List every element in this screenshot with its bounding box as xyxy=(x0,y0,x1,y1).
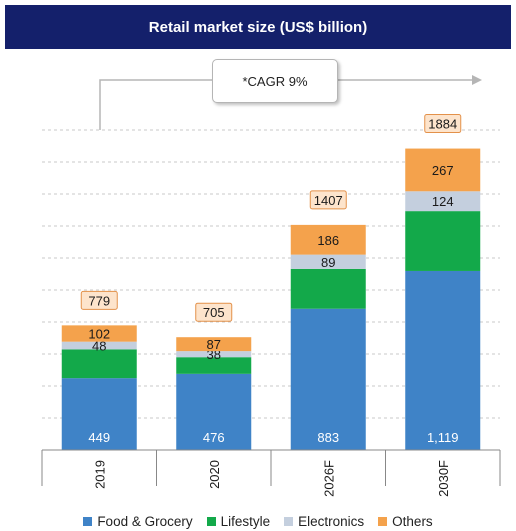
total-label-box xyxy=(424,114,462,134)
data-label: 89 xyxy=(321,255,335,270)
bar-segment xyxy=(61,341,137,350)
cagr-connector-left xyxy=(99,79,212,130)
bar-segment xyxy=(176,351,252,358)
bar-segment xyxy=(405,148,481,192)
data-label: 883 xyxy=(317,430,339,445)
bar-segment xyxy=(61,325,137,342)
total-label-box xyxy=(309,190,347,210)
bar-segment xyxy=(61,378,137,450)
x-tick-label: 2030F xyxy=(436,460,451,497)
total-label-box xyxy=(195,302,233,322)
data-label: 1,119 xyxy=(427,430,459,445)
data-label: 476 xyxy=(203,430,225,445)
legend-item: Others xyxy=(378,514,433,529)
data-label: 267 xyxy=(432,163,454,178)
bar-segment xyxy=(290,268,366,309)
legend-swatch xyxy=(284,516,294,526)
legend-label: Electronics xyxy=(298,513,365,529)
legend-item: Electronics xyxy=(284,514,364,529)
cagr-callout: *CAGR 9% xyxy=(212,59,338,103)
bar-segment xyxy=(176,373,252,450)
data-label: 124 xyxy=(432,194,454,209)
total-label: 779 xyxy=(88,293,110,308)
legend-swatch xyxy=(206,516,216,526)
data-label: 186 xyxy=(317,233,339,248)
bar-segment xyxy=(290,308,366,450)
bar-segment xyxy=(61,349,137,379)
bar-segment xyxy=(405,191,481,212)
total-label: 705 xyxy=(203,305,225,320)
chart-title-banner: Retail market size (US$ billion) xyxy=(5,5,511,49)
x-tick-label: 2026F xyxy=(321,460,336,497)
bar-segment xyxy=(176,357,252,374)
cagr-arrowhead-icon xyxy=(472,75,482,85)
data-label: 87 xyxy=(207,337,221,352)
legend-item: Lifestyle xyxy=(206,513,271,529)
total-label-box xyxy=(80,290,118,310)
legend-label: Food & Grocery xyxy=(97,513,193,529)
total-label: 1407 xyxy=(314,193,343,208)
legend-label: Others xyxy=(392,513,433,529)
cagr-label: *CAGR 9% xyxy=(242,73,308,89)
data-label: 102 xyxy=(88,327,110,342)
bar-segment xyxy=(176,337,252,352)
chart-title: Retail market size (US$ billion) xyxy=(148,18,368,36)
bar-segment xyxy=(290,254,366,269)
legend-swatch xyxy=(378,516,388,526)
bar-segment xyxy=(290,224,366,255)
x-tick-label: 2019 xyxy=(92,460,107,489)
legend-swatch xyxy=(83,516,93,526)
legend: Food & Grocery Lifestyle Electronics Others xyxy=(0,511,516,531)
bar-segment xyxy=(405,270,481,450)
bar-segment xyxy=(405,211,481,271)
legend-label: Lifestyle xyxy=(220,513,271,529)
x-tick-label: 2020 xyxy=(207,460,222,489)
legend-item: Food & Grocery xyxy=(83,513,193,529)
total-label: 1884 xyxy=(428,117,457,132)
data-label: 449 xyxy=(88,430,110,445)
data-label: 48 xyxy=(92,339,106,354)
